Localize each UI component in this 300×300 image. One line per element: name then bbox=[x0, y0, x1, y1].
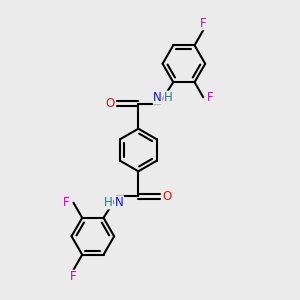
Text: O: O bbox=[162, 190, 171, 203]
Text: H: H bbox=[104, 196, 113, 209]
Text: F: F bbox=[63, 196, 70, 209]
Text: N: N bbox=[115, 196, 123, 209]
Text: O: O bbox=[106, 97, 115, 110]
Text: F: F bbox=[207, 91, 214, 104]
Text: N: N bbox=[153, 91, 162, 104]
Text: F: F bbox=[200, 17, 207, 30]
Text: F: F bbox=[70, 270, 77, 283]
Text: H: H bbox=[164, 91, 172, 104]
